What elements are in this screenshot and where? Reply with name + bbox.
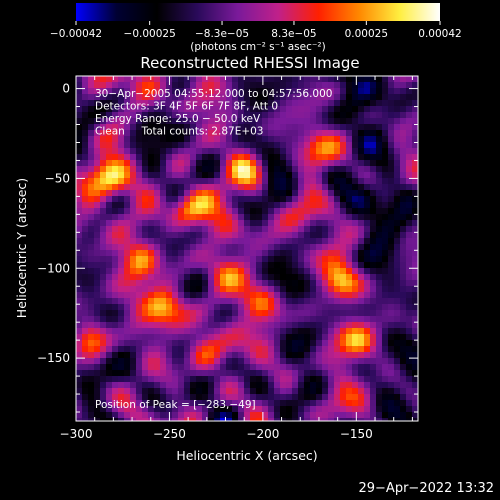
y-axis-label: Heliocentric Y (arcsec) xyxy=(14,178,29,318)
colorbar-tick-label: 0.00042 xyxy=(418,28,461,40)
y-tick-label: −150 xyxy=(37,351,70,365)
annotation-line: Clean Total counts: 2.87E+03 xyxy=(95,126,264,138)
colorbar-unit-label: (photons cm⁻² s⁻¹ asec⁻²) xyxy=(190,41,325,53)
y-tick-label: −50 xyxy=(45,171,70,185)
colorbar-tick-label: −0.00025 xyxy=(124,28,176,40)
x-tick-label: −200 xyxy=(246,427,279,441)
colorbar-tick-label: −0.00042 xyxy=(50,28,102,40)
x-tick-label: −300 xyxy=(60,427,93,441)
annotation-line: Energy Range: 25.0 − 50.0 keV xyxy=(95,113,261,125)
peak-position-label: Position of Peak = [−283,−49] xyxy=(95,399,256,411)
annotation-line: Detectors: 3F 4F 5F 6F 7F 8F, Att 0 xyxy=(95,101,278,113)
plot-frame xyxy=(75,75,419,422)
x-tick-label: −250 xyxy=(153,427,186,441)
colorbar-ticks: −0.00042 −0.00025 −8.3e−05 8.3e−05 0.00025 0.… xyxy=(50,21,462,40)
x-axis-label: Heliocentric X (arcsec) xyxy=(176,448,317,463)
chart-title: Reconstructed RHESSI Image xyxy=(140,54,359,72)
annotation-block: 30−Apr−2005 04:55:12.000 to 04:57:56.000… xyxy=(95,88,332,138)
colorbar-tick-label: 0.00025 xyxy=(345,28,388,40)
render-timestamp: 29−Apr−2022 13:32 xyxy=(358,481,495,496)
y-tick-label: −100 xyxy=(37,261,70,275)
heatmap-image xyxy=(76,76,418,421)
colorbar xyxy=(76,3,440,21)
colorbar-tick-label: −8.3e−05 xyxy=(195,28,249,40)
colorbar-tick-label: 8.3e−05 xyxy=(271,28,316,40)
y-tick-label: 0 xyxy=(62,82,70,96)
x-tick-label: −150 xyxy=(340,427,373,441)
y-axis: 0 −50 −100 −150 xyxy=(37,82,418,413)
x-axis: −300 −250 −200 −150 xyxy=(60,76,413,441)
annotation-line: 30−Apr−2005 04:55:12.000 to 04:57:56.000 xyxy=(95,88,332,100)
